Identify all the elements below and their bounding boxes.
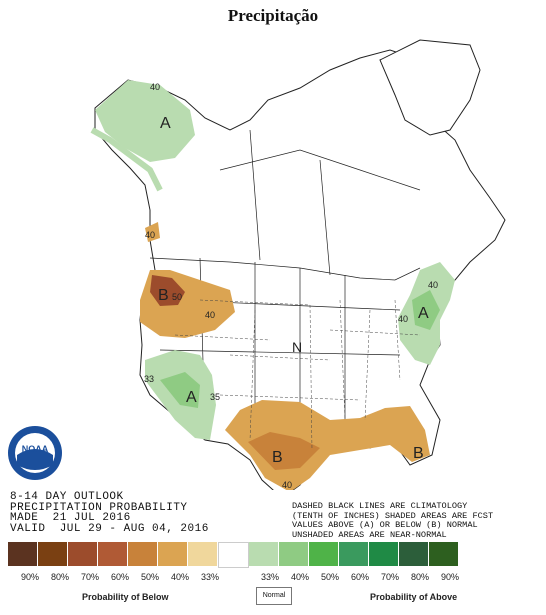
outlook-line-4: VALID JUL 29 - AUG 04, 2016: [10, 522, 209, 535]
pnw-below-core: [150, 275, 185, 306]
scale-swatch: [279, 542, 309, 566]
label-pnw-40: 40: [205, 310, 215, 320]
note-line-2: (TENTH OF INCHES) SHADED AREAS ARE FCST: [292, 510, 494, 521]
label-northeast-40b: 40: [398, 314, 408, 324]
scale-tick: 60%: [110, 572, 129, 582]
noaa-logo-text: NOAA: [22, 444, 49, 454]
label-pnw: B: [158, 287, 169, 304]
scale-tick: 50%: [140, 572, 159, 582]
scale-swatch: [128, 542, 158, 566]
scale-swatch: [8, 542, 38, 566]
below-label: Probability of Below: [82, 592, 169, 602]
scale-tick: 50%: [320, 572, 339, 582]
outlook-line-3: MADE 21 JUL 2016: [10, 512, 131, 524]
scale-tick: 90%: [20, 572, 39, 582]
noaa-logo: NOAA: [7, 425, 63, 481]
scale-swatch: [369, 542, 399, 566]
alaska-above-area: [95, 80, 195, 162]
scale-ticks: 90% 80% 70% 60% 50% 40% 33% 33% 40% 50% 60% 70% 80% 9…: [8, 572, 528, 584]
map-notes: DASHED BLACK LINES ARE CLIMATOLOGY (TENT…: [292, 501, 494, 540]
scale-swatch: [429, 542, 459, 566]
label-southwest-33: 33: [144, 374, 154, 384]
note-line-3: VALUES ABOVE (A) OR BELOW (B) NORMAL: [292, 520, 478, 530]
scale-swatch: [218, 542, 249, 568]
scale-tick: 60%: [350, 572, 369, 582]
label-alaska: A: [160, 115, 171, 132]
color-scale: [8, 542, 459, 568]
outlook-line-1: 8-14 DAY OUTLOOK: [10, 491, 124, 503]
scale-tick: 80%: [410, 572, 429, 582]
above-label: Probability of Above: [370, 592, 458, 602]
scale-tick: 90%: [440, 572, 459, 582]
note-line-4: UNSHADED AREAS ARE NEAR-NORMAL: [292, 529, 447, 540]
greenland-outline: [379, 39, 481, 136]
state-lines: [174, 299, 421, 451]
label-southwest-35: 35: [210, 392, 220, 402]
label-central: N: [292, 339, 302, 355]
scale-swatch: [339, 542, 369, 566]
label-northeast: A: [418, 305, 429, 322]
scale-tick: 40%: [290, 572, 309, 582]
label-texas: B: [272, 449, 283, 466]
note-line-1: DASHED BLACK LINES ARE CLIMATOLOGY: [292, 501, 468, 511]
scale-tick: 40%: [170, 572, 189, 582]
label-southwest: A: [186, 389, 197, 406]
precipitation-outlook-map: A 40 B 50 40 40 A 33 35 A 40 40 N B 40 B: [90, 39, 506, 490]
border-lines: [149, 129, 421, 445]
scale-swatch: [399, 542, 429, 566]
scale-tick: 70%: [380, 572, 399, 582]
map-title: Precipitação: [227, 6, 319, 25]
normal-label: Normal: [256, 587, 292, 605]
label-texas-40: 40: [282, 480, 292, 490]
scale-swatch: [98, 542, 128, 566]
label-pnw-50: 50: [172, 292, 182, 302]
label-southeast: B: [413, 445, 424, 462]
scale-tick: 80%: [50, 572, 69, 582]
label-northeast-40: 40: [428, 280, 438, 290]
outlook-line-2: PRECIPITATION PROBABILITY: [10, 501, 188, 514]
label-pnw-40b: 40: [145, 230, 155, 240]
outlook-info: 8-14 DAY OUTLOOK PRECIPITATION PROBABILI…: [10, 491, 209, 535]
scale-tick: 70%: [80, 572, 99, 582]
label-alaska-40: 40: [150, 82, 160, 92]
scale-swatch: [188, 542, 218, 566]
scale-swatch: [249, 542, 279, 566]
scale-tick: 33%: [260, 572, 279, 582]
scale-tick: 33%: [200, 572, 219, 582]
scale-swatch: [158, 542, 188, 566]
scale-swatch: [309, 542, 339, 566]
scale-swatch: [68, 542, 98, 566]
scale-swatch: [38, 542, 68, 566]
